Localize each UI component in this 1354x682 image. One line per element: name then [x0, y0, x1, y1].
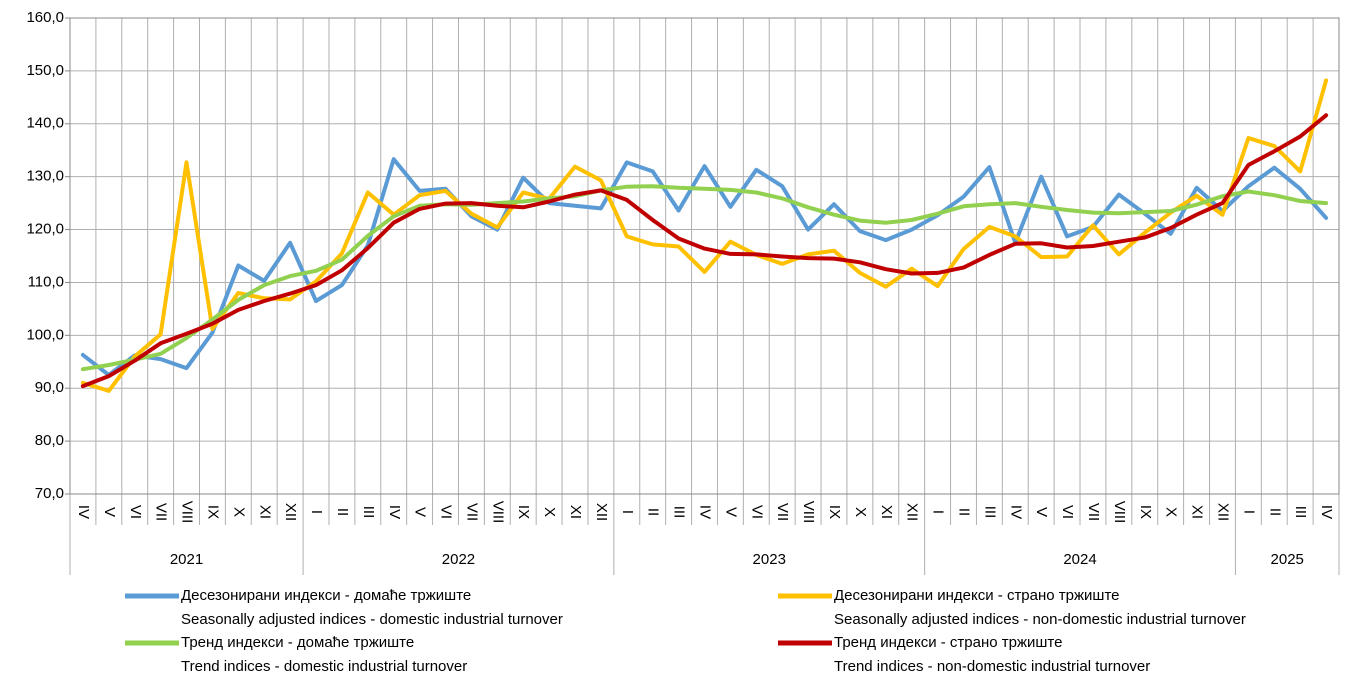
x-tick-label: V: [412, 507, 429, 517]
series-line: [80, 78, 1329, 393]
x-tick-label: XI: [1189, 505, 1206, 519]
x-tick-label: VI: [1059, 505, 1076, 519]
legend-label-en: Trend indices - non-domestic industrial …: [834, 658, 1150, 675]
x-tick-label: I: [930, 510, 947, 514]
x-tick-label: VIII: [800, 501, 817, 524]
x-tick-label: III: [981, 506, 998, 519]
series-line: [80, 113, 1329, 389]
x-tick-label: VII: [153, 503, 170, 521]
y-tick-label: 150,0: [26, 62, 64, 79]
plot-border: [69, 17, 1340, 495]
series-line: [80, 184, 1329, 372]
x-tick-label: IV: [1318, 505, 1335, 519]
legend-label-en: Seasonally adjusted indices - non-domest…: [834, 611, 1246, 628]
x-tick-label: IV: [386, 505, 403, 519]
x-group-label: 2023: [753, 551, 786, 568]
x-tick-label: V: [722, 507, 739, 517]
x-tick-label: II: [645, 508, 662, 516]
y-tick-label: 80,0: [35, 432, 64, 449]
legend-label-en: Seasonally adjusted indices - domestic i…: [181, 611, 563, 628]
x-tick-label: III: [1292, 506, 1309, 519]
legend-label: Десезонирани индекси - страно тржиште: [834, 587, 1120, 604]
x-tick-label: X: [852, 507, 869, 517]
legend-label: Тренд индекси - страно тржиште: [834, 634, 1062, 651]
legend-label: Тренд индекси - домаће тржиште: [181, 634, 414, 651]
x-tick-label: X: [541, 507, 558, 517]
x-tick-label: V: [101, 507, 118, 517]
x-group-label: 2024: [1063, 551, 1096, 568]
x-tick-label: VII: [774, 503, 791, 521]
x-tick-label: VII: [463, 503, 480, 521]
x-tick-label: X: [1163, 507, 1180, 517]
x-tick-label: I: [619, 510, 636, 514]
y-tick-label: 130,0: [26, 168, 64, 185]
x-group-label: 2021: [170, 551, 203, 568]
x-tick-label: III: [360, 506, 377, 519]
x-tick-label: VIII: [179, 501, 196, 524]
x-tick-label: I: [1240, 510, 1257, 514]
x-tick-label: VIII: [489, 501, 506, 524]
y-tick-label: 70,0: [35, 485, 64, 502]
x-tick-label: XII: [904, 503, 921, 521]
x-tick-label: I: [308, 510, 325, 514]
x-tick-label: XI: [256, 505, 273, 519]
x-tick-label: II: [956, 508, 973, 516]
x-tick-label: X: [230, 507, 247, 517]
y-tick-label: 120,0: [26, 221, 64, 238]
x-group-label: 2025: [1271, 551, 1304, 568]
x-tick-label: IX: [204, 505, 221, 519]
y-tick-label: 140,0: [26, 115, 64, 132]
x-tick-label: VI: [748, 505, 765, 519]
y-tick-label: 90,0: [35, 379, 64, 396]
x-tick-label: IX: [826, 505, 843, 519]
legend-label-en: Trend indices - domestic industrial turn…: [181, 658, 467, 675]
x-tick-label: V: [1033, 507, 1050, 517]
x-group-label: 2022: [442, 551, 475, 568]
x-tick-label: II: [1266, 508, 1283, 516]
x-tick-label: III: [671, 506, 688, 519]
series-line: [80, 157, 1329, 377]
x-tick-label: II: [334, 508, 351, 516]
x-tick-label: IX: [1137, 505, 1154, 519]
y-tick-label: 160,0: [26, 9, 64, 26]
y-tick-label: 110,0: [28, 273, 64, 290]
x-tick-label: XII: [1214, 503, 1231, 521]
x-tick-label: IV: [1007, 505, 1024, 519]
x-tick-label: XII: [282, 503, 299, 521]
x-tick-label: IV: [75, 505, 92, 519]
x-tick-label: XI: [878, 505, 895, 519]
x-tick-label: VI: [438, 505, 455, 519]
x-tick-label: VI: [127, 505, 144, 519]
legend-label: Десезонирани индекси - домаће тржиште: [181, 587, 471, 604]
x-tick-label: IV: [697, 505, 714, 519]
x-tick-label: XII: [593, 503, 610, 521]
y-tick-label: 100,0: [26, 326, 64, 343]
x-tick-label: VIII: [1111, 501, 1128, 524]
x-tick-label: XI: [567, 505, 584, 519]
x-tick-label: IX: [515, 505, 532, 519]
x-tick-label: VII: [1085, 503, 1102, 521]
